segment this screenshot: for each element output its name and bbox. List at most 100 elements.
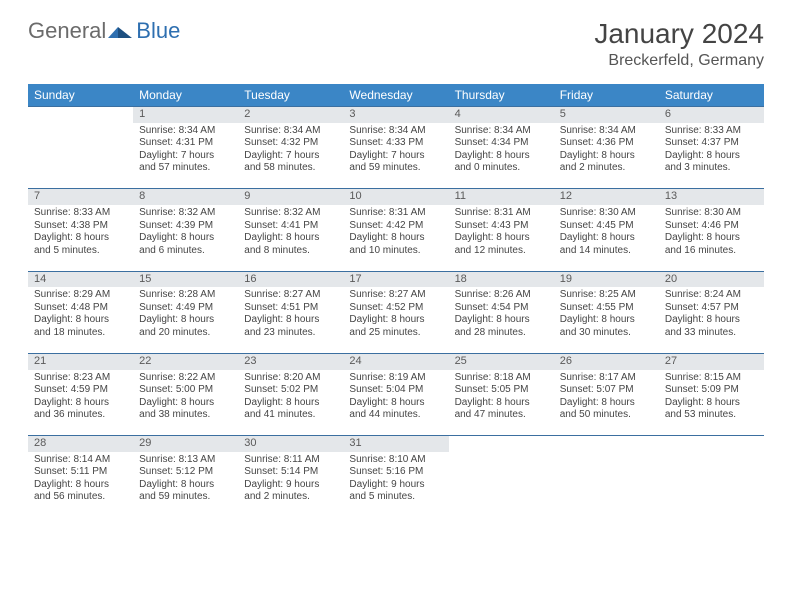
- day-info-line: Sunset: 4:38 PM: [34, 220, 127, 233]
- day-info-line: and 16 minutes.: [665, 245, 758, 258]
- day-info-line: Sunset: 4:51 PM: [244, 302, 337, 315]
- day-data-cell: Sunrise: 8:17 AMSunset: 5:07 PMDaylight:…: [554, 370, 659, 436]
- day-info-line: Daylight: 7 hours: [244, 150, 337, 163]
- logo-text-general: General: [28, 18, 106, 44]
- day-number-cell: 21: [28, 353, 133, 369]
- day-data-cell: Sunrise: 8:28 AMSunset: 4:49 PMDaylight:…: [133, 287, 238, 353]
- day-info-line: and 41 minutes.: [244, 409, 337, 422]
- day-info-line: Sunrise: 8:32 AM: [244, 207, 337, 220]
- weekday-header: Sunday: [28, 84, 133, 107]
- day-info-line: Sunrise: 8:23 AM: [34, 372, 127, 385]
- day-data-cell: Sunrise: 8:18 AMSunset: 5:05 PMDaylight:…: [449, 370, 554, 436]
- day-info-line: Sunrise: 8:15 AM: [665, 372, 758, 385]
- day-info-line: and 58 minutes.: [244, 162, 337, 175]
- day-number-cell: 1: [133, 107, 238, 123]
- day-info-line: Sunset: 5:05 PM: [455, 384, 548, 397]
- day-number-cell: 23: [238, 353, 343, 369]
- day-data-cell: Sunrise: 8:33 AMSunset: 4:38 PMDaylight:…: [28, 205, 133, 271]
- day-data-cell: Sunrise: 8:10 AMSunset: 5:16 PMDaylight:…: [343, 452, 448, 518]
- day-info-line: Daylight: 8 hours: [455, 232, 548, 245]
- day-info-line: Sunrise: 8:31 AM: [349, 207, 442, 220]
- day-info-line: Sunrise: 8:33 AM: [665, 125, 758, 138]
- day-info-line: Daylight: 8 hours: [139, 397, 232, 410]
- day-info-line: and 5 minutes.: [349, 491, 442, 504]
- day-data-cell: Sunrise: 8:23 AMSunset: 4:59 PMDaylight:…: [28, 370, 133, 436]
- day-number-cell: [28, 107, 133, 123]
- day-info-line: and 33 minutes.: [665, 327, 758, 340]
- day-data-cell: Sunrise: 8:34 AMSunset: 4:34 PMDaylight:…: [449, 123, 554, 189]
- day-info-line: Sunset: 4:55 PM: [560, 302, 653, 315]
- day-number-cell: 15: [133, 271, 238, 287]
- day-info-line: Daylight: 8 hours: [665, 314, 758, 327]
- day-number-row: 21222324252627: [28, 353, 764, 369]
- day-info-line: Sunrise: 8:28 AM: [139, 289, 232, 302]
- day-number-cell: 29: [133, 436, 238, 452]
- day-data-cell: Sunrise: 8:33 AMSunset: 4:37 PMDaylight:…: [659, 123, 764, 189]
- day-info-line: Daylight: 8 hours: [139, 232, 232, 245]
- day-data-cell: Sunrise: 8:32 AMSunset: 4:39 PMDaylight:…: [133, 205, 238, 271]
- day-info-line: Daylight: 8 hours: [34, 479, 127, 492]
- day-info-line: Sunrise: 8:25 AM: [560, 289, 653, 302]
- weekday-header: Thursday: [449, 84, 554, 107]
- day-data-cell: Sunrise: 8:25 AMSunset: 4:55 PMDaylight:…: [554, 287, 659, 353]
- day-info-line: Daylight: 8 hours: [560, 232, 653, 245]
- day-number-row: 78910111213: [28, 189, 764, 205]
- day-info-line: and 28 minutes.: [455, 327, 548, 340]
- day-data-cell: Sunrise: 8:22 AMSunset: 5:00 PMDaylight:…: [133, 370, 238, 436]
- day-data-cell: Sunrise: 8:34 AMSunset: 4:33 PMDaylight:…: [343, 123, 448, 189]
- day-data-cell: Sunrise: 8:30 AMSunset: 4:46 PMDaylight:…: [659, 205, 764, 271]
- day-info-line: Sunset: 5:12 PM: [139, 466, 232, 479]
- day-info-line: Sunrise: 8:34 AM: [560, 125, 653, 138]
- day-info-line: Daylight: 8 hours: [139, 314, 232, 327]
- day-info-line: Sunset: 5:00 PM: [139, 384, 232, 397]
- day-info-line: Daylight: 8 hours: [244, 232, 337, 245]
- day-info-line: and 0 minutes.: [455, 162, 548, 175]
- day-number-cell: 8: [133, 189, 238, 205]
- day-number-row: 28293031: [28, 436, 764, 452]
- day-data-cell: Sunrise: 8:14 AMSunset: 5:11 PMDaylight:…: [28, 452, 133, 518]
- day-info-line: Sunset: 4:33 PM: [349, 137, 442, 150]
- day-number-row: 14151617181920: [28, 271, 764, 287]
- day-info-line: Sunset: 4:49 PM: [139, 302, 232, 315]
- day-data-cell: Sunrise: 8:19 AMSunset: 5:04 PMDaylight:…: [343, 370, 448, 436]
- day-info-line: Sunrise: 8:27 AM: [349, 289, 442, 302]
- day-number-cell: 20: [659, 271, 764, 287]
- day-info-line: Daylight: 8 hours: [244, 314, 337, 327]
- day-info-line: Sunset: 4:43 PM: [455, 220, 548, 233]
- day-number-cell: 6: [659, 107, 764, 123]
- day-info-line: and 8 minutes.: [244, 245, 337, 258]
- logo-text-blue: Blue: [136, 18, 180, 44]
- day-info-line: Sunset: 5:11 PM: [34, 466, 127, 479]
- day-info-line: Sunset: 4:59 PM: [34, 384, 127, 397]
- logo-triangle-icon: [108, 22, 134, 40]
- day-data-cell: Sunrise: 8:29 AMSunset: 4:48 PMDaylight:…: [28, 287, 133, 353]
- day-data-cell: Sunrise: 8:34 AMSunset: 4:32 PMDaylight:…: [238, 123, 343, 189]
- day-info-line: Daylight: 8 hours: [349, 314, 442, 327]
- day-number-row: 123456: [28, 107, 764, 123]
- day-info-line: and 10 minutes.: [349, 245, 442, 258]
- day-info-line: Daylight: 8 hours: [665, 150, 758, 163]
- day-info-line: Sunrise: 8:33 AM: [34, 207, 127, 220]
- day-info-line: Sunset: 5:16 PM: [349, 466, 442, 479]
- day-info-line: and 57 minutes.: [139, 162, 232, 175]
- day-number-cell: 17: [343, 271, 448, 287]
- day-data-cell: [449, 452, 554, 518]
- day-number-cell: 18: [449, 271, 554, 287]
- day-info-line: Sunrise: 8:18 AM: [455, 372, 548, 385]
- day-info-line: Sunrise: 8:31 AM: [455, 207, 548, 220]
- day-info-line: Daylight: 8 hours: [34, 314, 127, 327]
- day-number-cell: 3: [343, 107, 448, 123]
- day-info-line: Sunrise: 8:20 AM: [244, 372, 337, 385]
- page-header: General Blue January 2024 Breckerfeld, G…: [0, 0, 792, 76]
- day-info-line: Sunrise: 8:24 AM: [665, 289, 758, 302]
- day-info-line: Sunset: 5:07 PM: [560, 384, 653, 397]
- day-data-cell: Sunrise: 8:34 AMSunset: 4:36 PMDaylight:…: [554, 123, 659, 189]
- day-info-line: Sunrise: 8:11 AM: [244, 454, 337, 467]
- day-info-line: and 3 minutes.: [665, 162, 758, 175]
- title-block: January 2024 Breckerfeld, Germany: [594, 18, 764, 70]
- calendar-table: Sunday Monday Tuesday Wednesday Thursday…: [28, 84, 764, 518]
- day-info-line: Sunrise: 8:13 AM: [139, 454, 232, 467]
- day-data-cell: Sunrise: 8:26 AMSunset: 4:54 PMDaylight:…: [449, 287, 554, 353]
- day-data-cell: Sunrise: 8:32 AMSunset: 4:41 PMDaylight:…: [238, 205, 343, 271]
- day-info-line: and 50 minutes.: [560, 409, 653, 422]
